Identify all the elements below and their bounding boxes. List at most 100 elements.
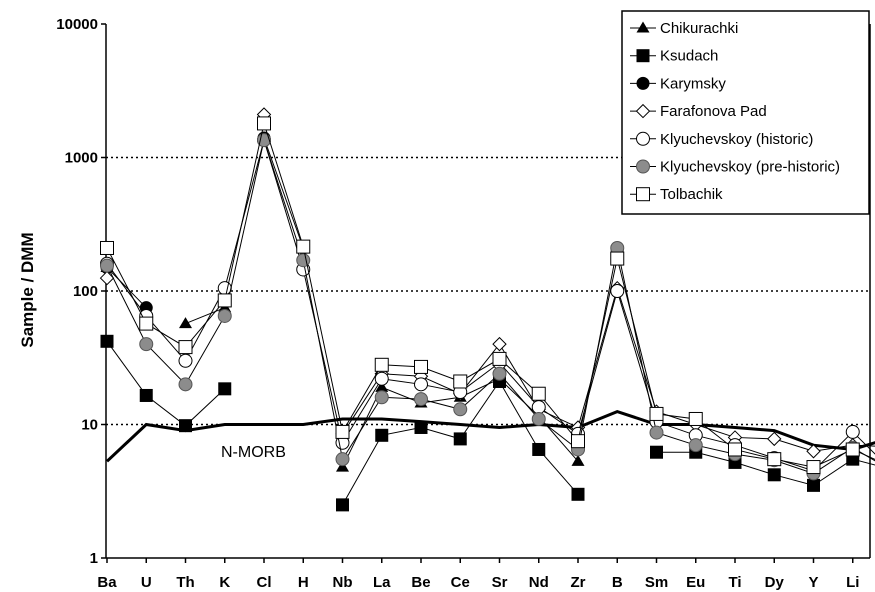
x-tick-label: Dy bbox=[765, 574, 785, 591]
x-tick-label: Li bbox=[846, 574, 859, 591]
data-point bbox=[492, 336, 507, 352]
legend: Chikurachki Ksudach Karymsky Farafonova Pad… bbox=[621, 10, 870, 215]
data-point bbox=[139, 388, 153, 402]
data-point bbox=[178, 377, 193, 392]
y-tick-label: 100 bbox=[73, 283, 98, 300]
data-point bbox=[531, 411, 546, 426]
data-point bbox=[414, 377, 428, 392]
x-tick-label: Sm bbox=[645, 574, 668, 591]
legend-label: Ksudach bbox=[660, 48, 718, 65]
x-tick-label: Eu bbox=[686, 574, 705, 591]
legend-marker bbox=[636, 49, 650, 63]
nmorb-line bbox=[105, 409, 875, 463]
x-tick-label: Be bbox=[411, 574, 430, 591]
data-point bbox=[453, 432, 467, 446]
data-point bbox=[374, 371, 389, 386]
data-point bbox=[374, 357, 389, 372]
data-point bbox=[492, 351, 507, 366]
data-point bbox=[375, 428, 389, 442]
legend-marker bbox=[636, 76, 650, 90]
x-tick-labels: BaUThKClHNbLaBeCeSrNdZrBSmEuTiDyYLiYb bbox=[97, 574, 859, 591]
x-tick-label: U bbox=[141, 574, 152, 591]
data-point bbox=[453, 374, 468, 389]
legend-marker bbox=[636, 187, 650, 202]
x-tick-label: Sr bbox=[492, 574, 508, 591]
series-line bbox=[106, 267, 147, 309]
x-tick-label: Nd bbox=[529, 574, 549, 591]
x-tick-label: Ce bbox=[451, 574, 470, 591]
legend-marker bbox=[636, 159, 650, 174]
data-point bbox=[650, 445, 663, 459]
y-axis-label: Sample / DMM bbox=[18, 232, 37, 348]
data-point bbox=[767, 468, 781, 482]
x-tick-label: H bbox=[298, 574, 309, 591]
data-point bbox=[335, 424, 350, 439]
data-point bbox=[806, 460, 821, 475]
data-point bbox=[414, 420, 428, 434]
data-point bbox=[806, 444, 821, 459]
legend-marker bbox=[636, 21, 650, 33]
data-point bbox=[649, 406, 664, 421]
data-point bbox=[179, 419, 192, 433]
data-point bbox=[571, 487, 585, 501]
y-tick-label: 10 bbox=[81, 417, 98, 434]
legend-label: Klyuchevskoy (historic) bbox=[660, 131, 813, 148]
data-point bbox=[99, 270, 115, 286]
x-tick-label: K bbox=[219, 574, 230, 591]
data-point bbox=[374, 390, 389, 405]
data-point bbox=[218, 382, 232, 396]
x-tick-label: Th bbox=[176, 574, 194, 591]
legend-label: Chikurachki bbox=[660, 20, 738, 37]
data-point bbox=[728, 442, 742, 457]
data-point bbox=[139, 316, 154, 331]
data-point bbox=[610, 284, 625, 298]
series-line bbox=[185, 307, 225, 325]
legend-label: Farafonova Pad bbox=[660, 103, 767, 120]
data-point bbox=[767, 452, 782, 467]
data-point bbox=[139, 337, 154, 352]
data-point bbox=[217, 308, 232, 323]
y-tick-labels: 1 10 100 1000 10000 bbox=[56, 16, 98, 567]
data-point bbox=[688, 438, 703, 453]
x-tick-label: Cl bbox=[257, 574, 272, 591]
legend-label: Klyuchevskoy (pre-historic) bbox=[660, 159, 840, 176]
data-point bbox=[100, 258, 114, 273]
data-point bbox=[453, 402, 468, 417]
data-point bbox=[532, 442, 546, 456]
nmorb-annotation: N-MORB bbox=[221, 444, 286, 461]
data-point bbox=[296, 253, 311, 268]
data-point bbox=[807, 478, 820, 492]
data-point bbox=[767, 431, 782, 447]
legend-box bbox=[621, 10, 870, 215]
series-tolbachik bbox=[100, 116, 875, 475]
data-point bbox=[217, 281, 232, 296]
series-line bbox=[106, 341, 226, 427]
data-point bbox=[100, 334, 114, 348]
data-point bbox=[414, 392, 428, 407]
x-tick-label: Nb bbox=[333, 574, 353, 591]
data-point bbox=[335, 452, 350, 467]
data-point bbox=[531, 386, 546, 401]
legend-marker bbox=[635, 103, 651, 119]
x-tick-label: B bbox=[612, 574, 623, 591]
x-tick-label: Ti bbox=[728, 574, 741, 591]
x-tick-label: La bbox=[373, 574, 391, 591]
y-tick-label: 1000 bbox=[65, 150, 98, 167]
data-point bbox=[178, 340, 193, 355]
series-ksudach bbox=[100, 334, 875, 512]
data-point bbox=[571, 454, 585, 466]
data-point bbox=[571, 434, 585, 449]
legend-label: Karymsky bbox=[660, 75, 726, 92]
x-tick-label: Y bbox=[808, 574, 818, 591]
x-tick-label: Ba bbox=[97, 574, 117, 591]
legend-label: Tolbachik bbox=[660, 186, 723, 203]
legend-marker bbox=[636, 131, 650, 146]
data-point bbox=[257, 116, 271, 131]
data-point bbox=[217, 293, 232, 308]
data-point bbox=[336, 498, 349, 512]
data-point bbox=[375, 380, 389, 392]
data-point bbox=[610, 251, 625, 266]
data-point bbox=[100, 240, 114, 255]
data-point bbox=[688, 411, 703, 426]
